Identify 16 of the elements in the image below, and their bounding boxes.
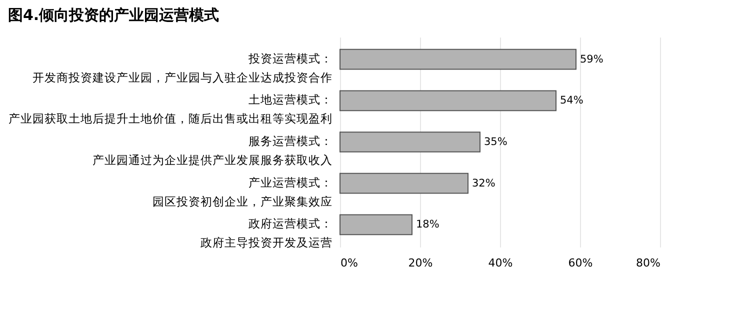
y-tick-label: 政府运营模式：政府主导投资开发及运营 [200, 216, 332, 250]
x-tick-label: 20% [408, 256, 433, 270]
x-tick-label: 40% [488, 256, 513, 270]
x-tick-label: 0% [340, 256, 358, 270]
data-label: 54% [560, 94, 584, 107]
y-tick-label: 投资运营模式：开发商投资建设产业园，产业园与入驻企业达成投资合作 [32, 51, 332, 84]
text: 图4.倾向投资的产业园运营模式 [8, 6, 220, 24]
y-tick-label: 服务运营模式：产业园通过为企业提供产业发展服务获取收入 [92, 134, 332, 167]
data-label: 35% [484, 136, 508, 148]
data-label: 32% [472, 177, 496, 190]
x-tick-label: 60% [568, 256, 593, 270]
data-label: 59% [580, 53, 604, 66]
x-tick-label: 80% [636, 256, 660, 270]
y-tick-label: 产业运营模式：园区投资初创企业，产业聚集效应 [152, 175, 332, 208]
data-label: 18% [416, 218, 440, 231]
y-tick-label: 土地运营模式：产业园获取土地后提升土地价值，随后出售或出租等实现盈利 [8, 92, 332, 126]
